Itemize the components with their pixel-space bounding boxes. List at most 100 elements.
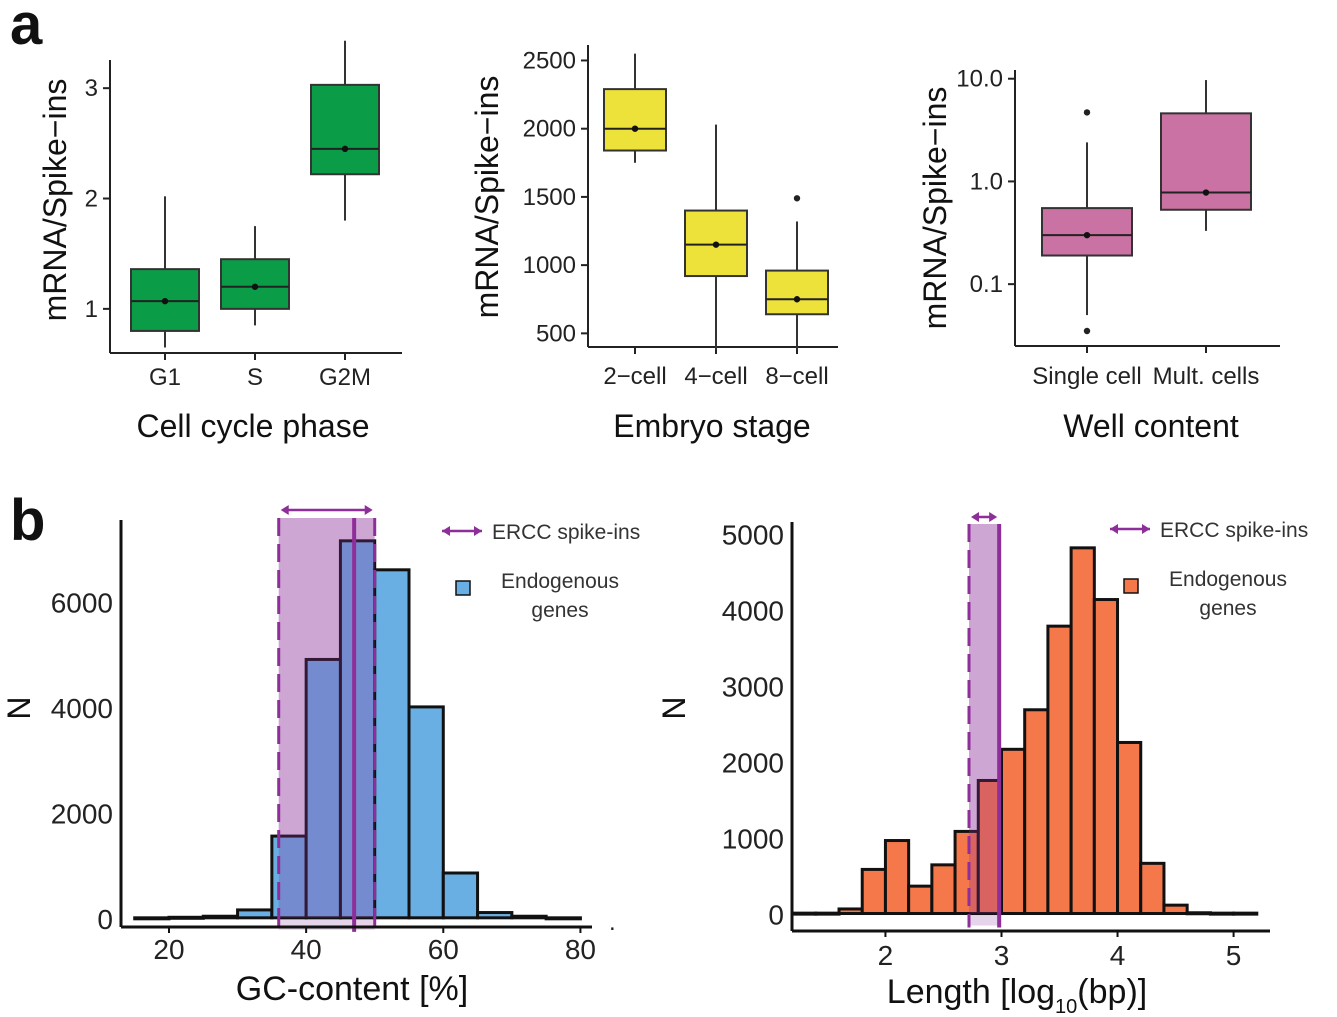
y-tick-label: 500 xyxy=(536,320,576,347)
x-tick-label: G2M xyxy=(319,364,371,391)
x-tick-label: 5 xyxy=(1226,940,1242,971)
x-tick-label: Single cell xyxy=(1032,363,1141,390)
outlier-point xyxy=(1083,327,1091,335)
y-tick-label: 4000 xyxy=(51,693,113,724)
legend-genes-label-line2: genes xyxy=(531,599,588,622)
x-tick-label: 60 xyxy=(428,934,459,965)
x-tick-label: 2 xyxy=(878,940,894,971)
y-axis-title: N xyxy=(1,696,37,719)
mean-point xyxy=(251,283,259,290)
x-axis-title-tail: (bp)] xyxy=(1077,973,1147,1011)
histogram-bar xyxy=(476,911,514,920)
box xyxy=(765,269,829,316)
legend: ERCC spike-ins Endogenous genes xyxy=(1110,519,1308,620)
y-tick-label: 2 xyxy=(85,186,98,213)
box xyxy=(1041,207,1133,257)
legend-arrowhead-left xyxy=(1110,524,1118,534)
y-axis-title: mRNA/Spike−ins xyxy=(469,76,505,319)
histogram-bar xyxy=(837,907,864,916)
histogram-bar xyxy=(814,911,841,916)
y-tick-label: 1000 xyxy=(722,823,784,854)
boxplot-cell-cycle: 1 2 3 G1 S G2M Cell cycle phase mRNA/Spike−ins xyxy=(37,40,402,444)
histogram-bar xyxy=(883,839,911,916)
y-tick-label: 4000 xyxy=(722,595,784,626)
histogram-bar xyxy=(930,863,957,916)
y-tick-label: 2000 xyxy=(523,116,576,143)
x-tick-label: Mult. cells xyxy=(1153,363,1260,390)
x-axis-title: Embryo stage xyxy=(613,408,810,444)
y-tick-label: 6000 xyxy=(51,587,113,618)
x-tick-label: 80 xyxy=(565,934,596,965)
histogram-bar xyxy=(1208,911,1236,916)
y-axis-title: mRNA/Spike−ins xyxy=(917,87,953,330)
y-axis-title: N xyxy=(656,696,692,719)
y-tick-label: 5000 xyxy=(722,519,784,550)
x-axis-title-main: Length [log xyxy=(887,973,1055,1011)
y-tick-label: 0 xyxy=(768,900,784,931)
histogram-bar xyxy=(1046,624,1073,916)
histogram-length: 0 1000 2000 3000 4000 5000 2 3 4 5 N ERCC spike-ins… xyxy=(656,512,1308,1017)
y-tick-label: 1 xyxy=(85,296,98,323)
histogram-bar xyxy=(999,747,1027,916)
histogram-bar xyxy=(1232,911,1259,916)
legend-arrowhead-left xyxy=(442,526,450,536)
x-tick-label: 40 xyxy=(291,934,322,965)
boxplot-well-content: 0.1 1.0 10.0 Single cell Mult. cells Well con… xyxy=(917,66,1280,444)
y-tick-label: 0.1 xyxy=(970,271,1003,298)
legend: ERCC spike-ins Endogenous genes xyxy=(442,521,640,622)
x-axis-title: Well content xyxy=(1063,408,1239,444)
legend-genes-label-line2: genes xyxy=(1199,597,1256,620)
histogram-bar xyxy=(270,834,308,920)
ercc-range-overlay xyxy=(278,518,375,918)
legend-genes-label-line1: Endogenous xyxy=(501,570,619,593)
y-tick-label: 1.0 xyxy=(970,168,1003,195)
mean-point xyxy=(631,125,639,132)
y-tick-label: 2500 xyxy=(523,47,576,74)
histogram-bar xyxy=(338,539,377,920)
histogram-bar xyxy=(544,916,582,921)
legend-arrowhead-right xyxy=(474,526,482,536)
legend-ercc-label: ERCC spike-ins xyxy=(1160,519,1308,542)
ercc-arrowhead-right xyxy=(989,512,998,522)
histogram-bar xyxy=(1023,708,1050,916)
legend-swatch xyxy=(1123,578,1139,594)
y-axis-title: mRNA/Spike−ins xyxy=(37,79,73,322)
x-tick-label: S xyxy=(247,364,263,391)
histogram-bar xyxy=(1139,861,1166,916)
y-tick-label: 2000 xyxy=(722,747,784,778)
x-axis-title: Length [log10(bp)] xyxy=(887,973,1147,1017)
y-tick-label: 0 xyxy=(97,904,113,935)
histogram-bar xyxy=(201,914,240,920)
mean-point xyxy=(341,145,349,153)
x-tick-label: G1 xyxy=(149,364,181,391)
ercc-arrowhead-left xyxy=(970,512,979,522)
histogram-bar xyxy=(373,568,411,920)
histogram-gc-content: 0 2000 4000 6000 20 40 60 80 N ERCC spike-ins Endo… xyxy=(1,505,640,1008)
histogram-bar xyxy=(907,884,934,916)
x-tick-label: 4−cell xyxy=(684,363,747,390)
panel-label-b: b xyxy=(10,488,45,553)
y-tick-label: 1500 xyxy=(523,184,576,211)
y-tick-label: 1000 xyxy=(523,252,576,279)
mean-point xyxy=(793,296,801,303)
histogram-bar xyxy=(1185,911,1212,916)
x-tick-label: 4 xyxy=(1110,940,1126,971)
outlier-point xyxy=(1083,109,1091,116)
mean-point xyxy=(1083,231,1091,239)
histogram-bar xyxy=(1162,903,1189,916)
boxplot-embryo-stage: 500 1000 1500 2000 2500 2−cell 4−cell 8−cell Emb… xyxy=(469,45,838,444)
mean-point xyxy=(161,297,169,305)
y-tick-label: 3000 xyxy=(722,671,784,702)
histogram-bar xyxy=(236,908,274,920)
box xyxy=(603,88,667,152)
mean-point xyxy=(1202,189,1210,196)
histogram-bar xyxy=(1092,598,1120,916)
x-tick-label: 8−cell xyxy=(765,363,828,390)
panel-label-a: a xyxy=(10,0,43,57)
x-axis-title-subscript: 10 xyxy=(1055,996,1077,1017)
legend-genes-label-line1: Endogenous xyxy=(1169,568,1287,591)
box xyxy=(310,83,380,176)
y-tick-label: 3 xyxy=(85,75,98,102)
x-tick-label: 3 xyxy=(994,940,1010,971)
